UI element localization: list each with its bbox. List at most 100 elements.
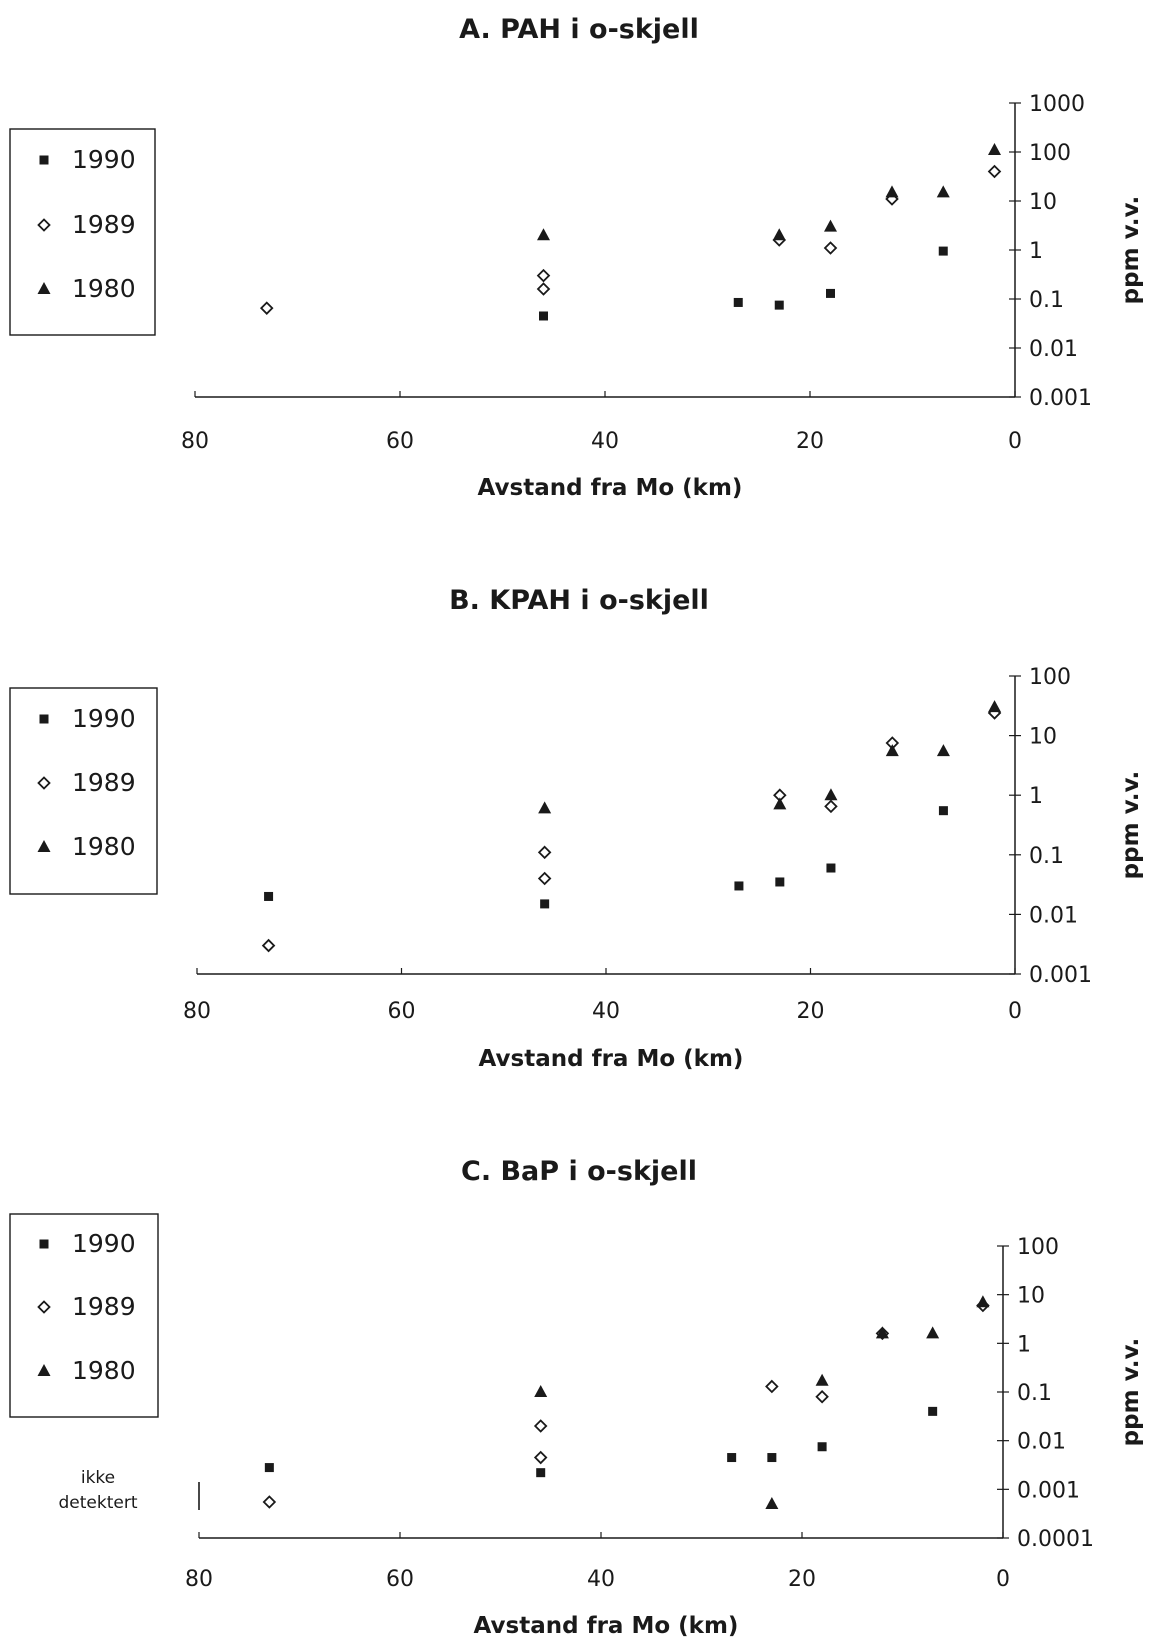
chart-b-point-1980 [988, 700, 1002, 713]
chart-c-point-1989 [533, 1450, 548, 1465]
chart-b-x-tick-label: 40 [592, 999, 620, 1024]
chart-a-point-1980 [772, 228, 786, 241]
chart-a-y-tick-label: 10 [1029, 190, 1057, 215]
chart-a-point-1980 [988, 142, 1001, 155]
chart-c-point-1990 [767, 1453, 777, 1463]
chart-a-point-1990 [826, 288, 835, 298]
chart-b-legend-marker-1980 [37, 840, 51, 852]
chart-b-title: B. KPAH i o-skjell [449, 585, 709, 616]
chart-c-y-tick-label: 1 [1017, 1332, 1031, 1357]
chart-c-x-tick-label: 40 [587, 1567, 615, 1592]
chart-b-point-1980 [824, 788, 838, 801]
chart-a-x-tick-label: 80 [181, 429, 209, 454]
chart-a-point-1989 [536, 268, 551, 283]
chart-b-point-1990 [826, 863, 836, 873]
chart-a-y-tick-label: 1000 [1029, 92, 1085, 117]
chart-a-x-tick-label: 40 [591, 429, 619, 454]
chart-c-legend-label: 1990 [72, 1229, 136, 1258]
chart-c-point-1989 [533, 1419, 548, 1433]
chart-c-x-tick-label: 60 [386, 1567, 414, 1592]
chart-a-point-1989 [987, 164, 1002, 179]
chart-b-point-1980 [936, 744, 950, 757]
chart-b-legend-marker-1989 [37, 776, 51, 790]
chart-a-y-tick-label: 0.1 [1029, 288, 1064, 313]
chart-c-y-tick-label: 10 [1017, 1284, 1045, 1309]
chart-c-point-1980 [534, 1385, 548, 1397]
chart-a-point-1989 [536, 282, 551, 296]
chart-b-x-tick-label: 80 [183, 999, 211, 1024]
chart-a-y-axis-title: ppm v.v. [1118, 196, 1144, 305]
chart-a-x-tick-label: 20 [796, 429, 824, 454]
chart-a-x-tick-label: 60 [386, 429, 414, 454]
chart-b-x-tick-label: 60 [388, 999, 416, 1024]
chart-c-y-tick-label: 0.01 [1017, 1430, 1066, 1455]
chart-c-note-not-detected: ikke detektert [59, 1468, 138, 1513]
chart-c-y-tick-label: 0.1 [1017, 1381, 1052, 1406]
chart-c-point-1980 [815, 1373, 829, 1386]
chart-a-point-1989 [259, 301, 274, 315]
chart-a-x-tick-label: 0 [1008, 429, 1022, 454]
chart-c-point-1980 [875, 1326, 889, 1339]
chart-a-point-1990 [774, 300, 784, 310]
chart-c-title: C. BaP i o-skjell [461, 1156, 697, 1187]
chart-c-point-1990 [817, 1442, 827, 1452]
chart-c-legend-marker-1990 [39, 1239, 49, 1249]
chart-b-x-axis-title: Avstand fra Mo (km) [479, 1046, 744, 1072]
chart-c-point-1980 [765, 1496, 779, 1509]
chart-b-point-1990 [264, 891, 274, 901]
chart-a-point-1990 [938, 246, 948, 256]
chart-a-point-1980 [537, 228, 550, 241]
chart-b-point-1989 [261, 938, 276, 953]
chart-b-point-1989 [537, 871, 552, 886]
chart-c-point-1990 [264, 1463, 274, 1473]
chart-a-y-tick-label: 100 [1029, 141, 1071, 166]
chart-a-point-1980 [885, 185, 899, 198]
chart-a-legend-label: 1989 [72, 210, 136, 239]
chart-a-y-tick-label: 0.001 [1029, 386, 1092, 411]
chart-a-legend-box [9, 128, 156, 336]
chart-c-legend-label: 1980 [72, 1356, 136, 1385]
chart-b-point-1990 [734, 881, 744, 891]
chart-a-point-1990 [539, 311, 548, 321]
chart-a-y-tick-label: 0.01 [1029, 337, 1078, 362]
chart-c-point-1980 [926, 1326, 940, 1339]
chart-b-point-1989 [824, 799, 838, 814]
chart-a-title: A. PAH i o-skjell [459, 14, 699, 45]
chart-a-legend-marker-1980 [37, 282, 51, 294]
chart-b-y-tick-label: 10 [1029, 725, 1057, 750]
chart-c-y-tick-label: 100 [1017, 1235, 1059, 1260]
chart-b-point-1989 [537, 845, 552, 860]
chart-b-y-tick-label: 1 [1029, 784, 1043, 809]
chart-a-legend-label: 1990 [72, 145, 136, 174]
chart-c-legend-label: 1989 [72, 1292, 136, 1321]
chart-b-legend-marker-1990 [39, 714, 49, 724]
chart-b-x-tick-label: 0 [1008, 999, 1022, 1024]
chart-c-x-axis-title: Avstand fra Mo (km) [474, 1613, 739, 1639]
chart-a-y-tick-label: 1 [1029, 239, 1043, 264]
chart-b-point-1990 [540, 899, 550, 909]
chart-b-y-tick-label: 0.001 [1029, 963, 1092, 988]
chart-c-legend-marker-1989 [37, 1300, 51, 1314]
chart-b-legend-label: 1989 [72, 768, 136, 797]
chart-b-point-1980 [538, 801, 552, 814]
chart-c-point-1980 [976, 1295, 990, 1308]
chart-b-y-tick-label: 100 [1029, 665, 1071, 690]
chart-c-legend-box [9, 1213, 159, 1418]
chart-b-point-1980 [885, 744, 899, 757]
chart-c-y-tick-label: 0.0001 [1017, 1527, 1094, 1552]
chart-c-legend-marker-1980 [37, 1364, 51, 1376]
chart-b-legend-label: 1980 [72, 832, 136, 861]
chart-c-point-1989 [765, 1379, 779, 1394]
chart-c-point-1989 [262, 1495, 277, 1509]
chart-b-point-1990 [938, 806, 948, 816]
chart-a-point-1989 [823, 241, 838, 255]
chart-c-y-tick-label: 0.001 [1017, 1478, 1080, 1503]
chart-c-point-1990 [928, 1406, 938, 1416]
chart-a-point-1980 [936, 185, 950, 198]
chart-c-x-tick-label: 80 [185, 1567, 213, 1592]
chart-a-legend-label: 1980 [72, 274, 136, 303]
chart-a-legend-marker-1989 [37, 218, 51, 232]
chart-b-legend-box [9, 687, 158, 895]
chart-a-x-axis-title: Avstand fra Mo (km) [478, 475, 743, 501]
chart-c-x-tick-label: 20 [788, 1567, 816, 1592]
